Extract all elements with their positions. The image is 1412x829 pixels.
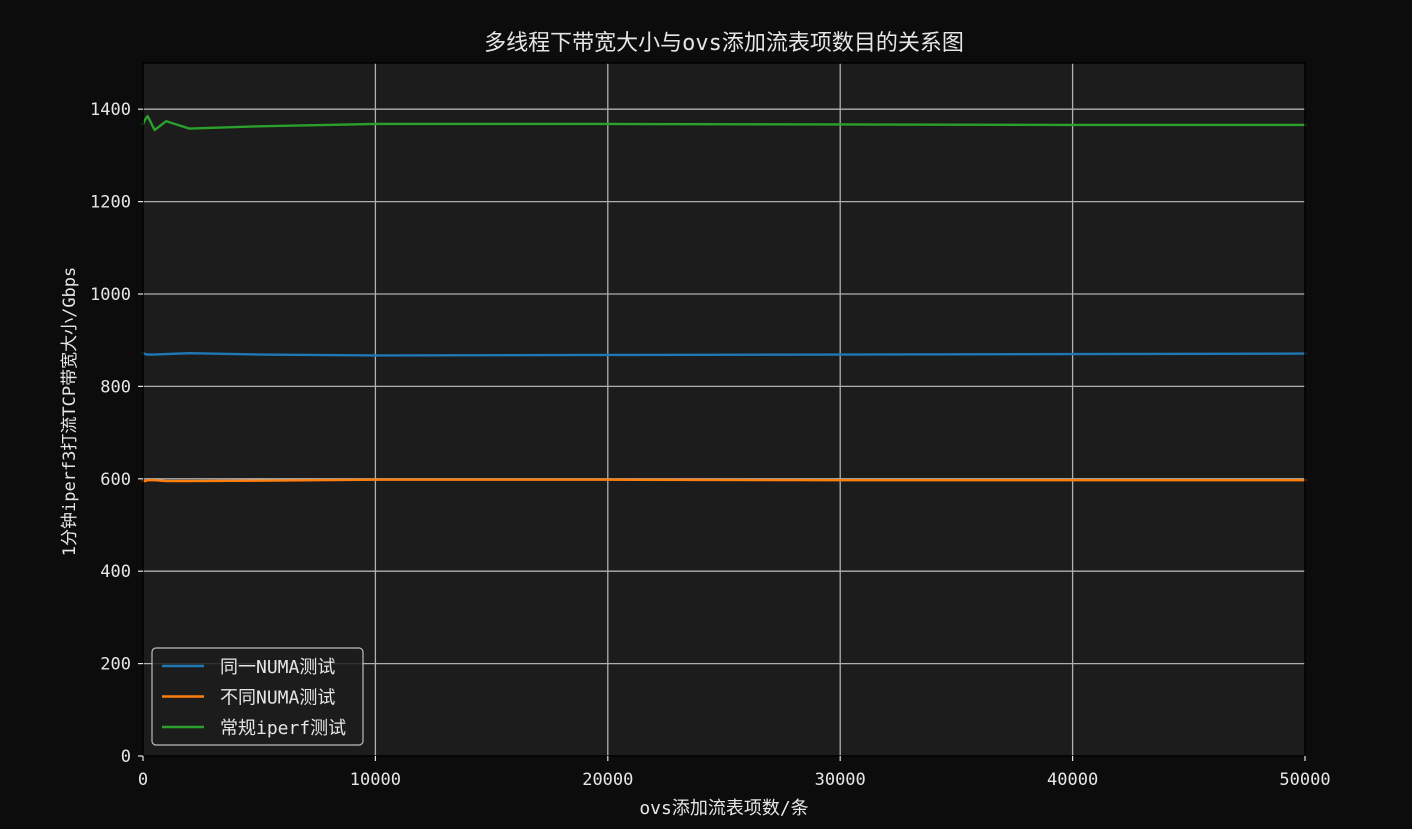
axis-ticks: 0 10000 20000 30000 40000 50000 0 200 400 600 800 1… <box>90 100 1331 790</box>
y-tick-label: 1000 <box>90 285 131 305</box>
y-tick-label: 0 <box>121 747 131 767</box>
y-tick-label: 400 <box>100 562 131 582</box>
chart-title: 多线程下带宽大小与ovs添加流表项数目的关系图 <box>484 31 964 56</box>
y-tick-label: 200 <box>100 655 131 675</box>
x-tick-label: 10000 <box>350 770 401 790</box>
plot-frame <box>142 62 1306 757</box>
y-tick-label: 600 <box>100 470 131 490</box>
series-line-0 <box>141 351 1307 357</box>
x-tick-label: 30000 <box>815 770 866 790</box>
x-tick-label: 40000 <box>1047 770 1098 790</box>
grid-lines <box>143 63 1305 756</box>
y-tick-label: 1400 <box>90 100 131 120</box>
series-lines <box>141 114 1307 483</box>
y-tick-label: 800 <box>100 377 131 397</box>
y-axis-label: 1分钟iperf3打流TCP带宽大小/Gbps <box>60 267 80 557</box>
x-tick-label: 0 <box>138 770 148 790</box>
x-tick-label: 50000 <box>1279 770 1330 790</box>
plot-area <box>143 63 1305 756</box>
legend-label-regular-iperf: 常规iperf测试 <box>220 718 346 739</box>
series-line-2 <box>141 114 1307 132</box>
legend-box <box>151 647 364 746</box>
legend-label-same-numa: 同一NUMA测试 <box>220 657 335 678</box>
y-tick-label: 1200 <box>90 193 131 213</box>
legend-label-different-numa: 不同NUMA测试 <box>220 688 335 709</box>
x-tick-label: 20000 <box>582 770 633 790</box>
legend: 同一NUMA测试 不同NUMA测试 常规iperf测试 <box>151 647 364 746</box>
series-line-1 <box>141 478 1307 483</box>
x-axis-label: ovs添加流表项数/条 <box>639 798 808 819</box>
